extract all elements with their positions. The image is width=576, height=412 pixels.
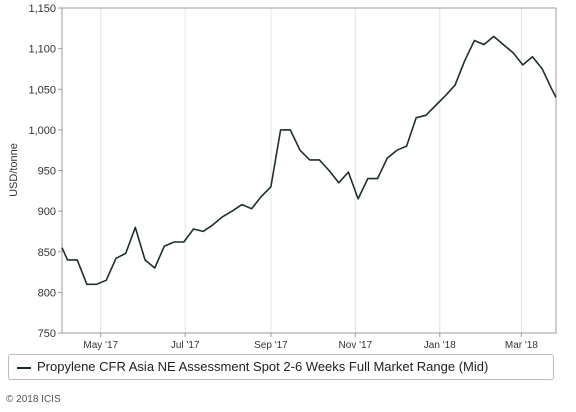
x-tick-label: Jul '17 — [171, 340, 200, 351]
plot-frame — [61, 7, 557, 334]
y-tick-label: 1,000 — [28, 125, 56, 137]
y-tick-label: 1,150 — [28, 3, 56, 15]
axes: 750 800 850 900 950 1,000 1,050 1,100 1,150 May '… — [28, 3, 557, 351]
copyright-notice: © 2018 ICIS — [6, 394, 61, 405]
y-axis-label: USD/tonne — [8, 143, 20, 197]
y-tick-label: 900 — [38, 206, 56, 218]
y-tick-label: 950 — [38, 166, 56, 178]
x-tick-label: Sep '17 — [254, 340, 288, 351]
x-tick-label: Jan '18 — [424, 340, 456, 351]
x-tick-label: Nov '17 — [339, 340, 373, 351]
legend-label: Propylene CFR Asia NE Assessment Spot 2-… — [37, 359, 489, 374]
series-line — [61, 35, 557, 286]
y-tick-label: 1,100 — [28, 44, 56, 56]
series-layer — [61, 35, 557, 286]
y-tick-label: 800 — [38, 287, 56, 299]
legend: Propylene CFR Asia NE Assessment Spot 2-… — [8, 354, 554, 380]
grid — [100, 8, 522, 333]
y-tick-label: 750 — [38, 328, 56, 340]
y-tick-label: 1,050 — [28, 84, 56, 96]
y-tick-label: 850 — [38, 247, 56, 259]
legend-swatch — [17, 367, 31, 369]
line-chart: 750 800 850 900 950 1,000 1,050 1,100 1,150 May '… — [8, 3, 557, 351]
x-tick-label: May '17 — [83, 340, 118, 351]
x-tick-label: Mar '18 — [505, 340, 538, 351]
